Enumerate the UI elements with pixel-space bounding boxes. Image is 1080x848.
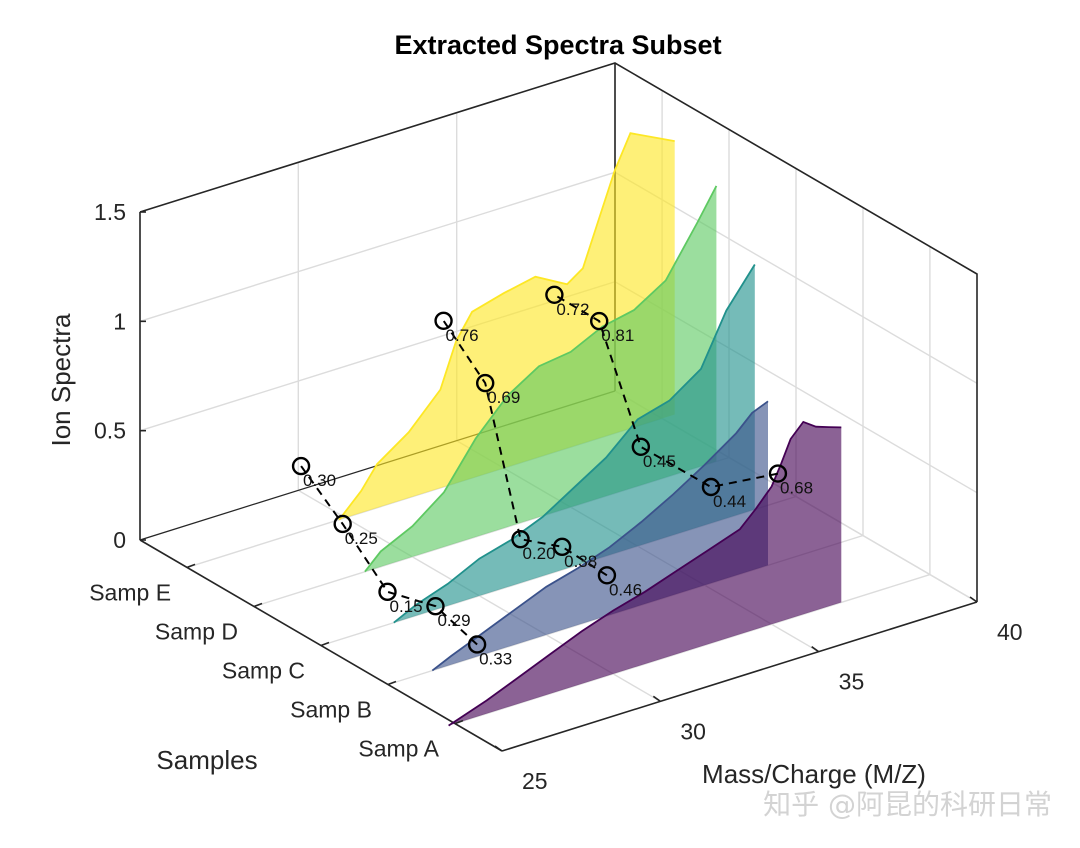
dashed-line-row1 — [300, 465, 478, 646]
data-label: 0.76 — [446, 326, 479, 345]
marker-circle — [434, 311, 453, 330]
series-areas — [338, 132, 842, 727]
marker-circle — [291, 456, 311, 476]
y-tick-label: Samp C — [222, 658, 305, 684]
data-label: 0.68 — [780, 479, 813, 498]
y-tick-mark — [253, 602, 263, 608]
marker-circle — [589, 311, 609, 331]
x-tick-label: 30 — [680, 718, 706, 744]
y-axis-title: Samples — [156, 745, 257, 775]
data-label: 0.69 — [487, 388, 520, 407]
data-label: 0.45 — [643, 452, 676, 471]
area-edge-samp-a — [448, 420, 842, 727]
data-label: 0.25 — [345, 529, 378, 548]
marker-lines: 0.33 0.29 0.15 0.25 0.30 0.46 0.38 0.20 0.69 0.76… — [291, 285, 813, 668]
x-tick-label: 25 — [522, 768, 548, 794]
z-tick-label: 0 — [113, 527, 126, 553]
data-label: 0.29 — [437, 611, 470, 630]
data-label: 0.72 — [556, 300, 589, 319]
area-samp-b — [432, 401, 768, 671]
x-tick-label: 40 — [997, 619, 1023, 645]
data-label: 0.15 — [390, 597, 423, 616]
chart-title: Extracted Spectra Subset — [394, 30, 721, 60]
data-label: 0.46 — [609, 580, 642, 599]
data-label: 0.38 — [564, 552, 597, 571]
y-tick-label: Samp E — [89, 579, 171, 605]
area-samp-a — [448, 421, 842, 726]
marker-circle — [768, 464, 788, 483]
marker-circle — [378, 582, 397, 602]
dashed-line-row3 — [553, 293, 779, 489]
marker-circle — [467, 635, 487, 654]
data-label: 0.81 — [601, 326, 634, 345]
area-edge-samp-b — [431, 400, 769, 672]
area-edge-samp-e — [338, 132, 675, 521]
marker-circle — [552, 537, 572, 557]
z-tick-label: 1.5 — [94, 199, 126, 225]
x-tick-label: 35 — [839, 669, 865, 695]
data-label: 0.33 — [479, 649, 512, 668]
y-tick-label: Samp A — [358, 736, 439, 762]
y-tick-mark — [186, 563, 196, 569]
marker-circle — [631, 437, 651, 456]
marker-circle — [597, 566, 617, 585]
z-tick-label: 1 — [113, 308, 126, 334]
y-tick-label: Samp D — [155, 618, 238, 644]
x-tick-mark — [494, 745, 503, 752]
marker-circle — [511, 529, 530, 549]
area-edge-samp-c — [393, 264, 756, 624]
grid-line-sample — [387, 207, 864, 686]
dashed-line-row2 — [442, 320, 608, 577]
x-tick-mark — [652, 695, 661, 702]
data-label: 0.20 — [523, 544, 556, 563]
data-label: 0.44 — [713, 492, 746, 511]
x-axis-line — [501, 601, 978, 752]
x-tick-mark — [811, 646, 820, 653]
area-edge-samp-d — [364, 185, 718, 573]
marker-circle — [701, 477, 721, 497]
z-axis-title: Ion Spectra — [46, 313, 76, 447]
z-tick-label: 0.5 — [94, 418, 126, 444]
y-tick-mark — [387, 680, 397, 686]
marker-circle — [333, 514, 352, 534]
y-tick-mark — [320, 641, 330, 647]
y-tick-label: Samp B — [290, 697, 372, 723]
marker-circle — [545, 285, 564, 304]
box-top-edge — [139, 62, 978, 602]
data-label: 0.30 — [303, 471, 336, 490]
watermark-text: 知乎 @阿昆的科研日常 — [763, 788, 1052, 821]
marker-circle — [426, 597, 445, 616]
marker-circle — [475, 373, 495, 393]
y-tick-mark — [454, 719, 464, 725]
tick-labels: 0 0.5 1 1.5 25 30 35 40 Samp A Samp B Samp C Samp D… — [89, 199, 1022, 794]
x-axis-title: Mass/Charge (M/Z) — [702, 759, 926, 789]
x-tick-mark — [969, 596, 978, 603]
